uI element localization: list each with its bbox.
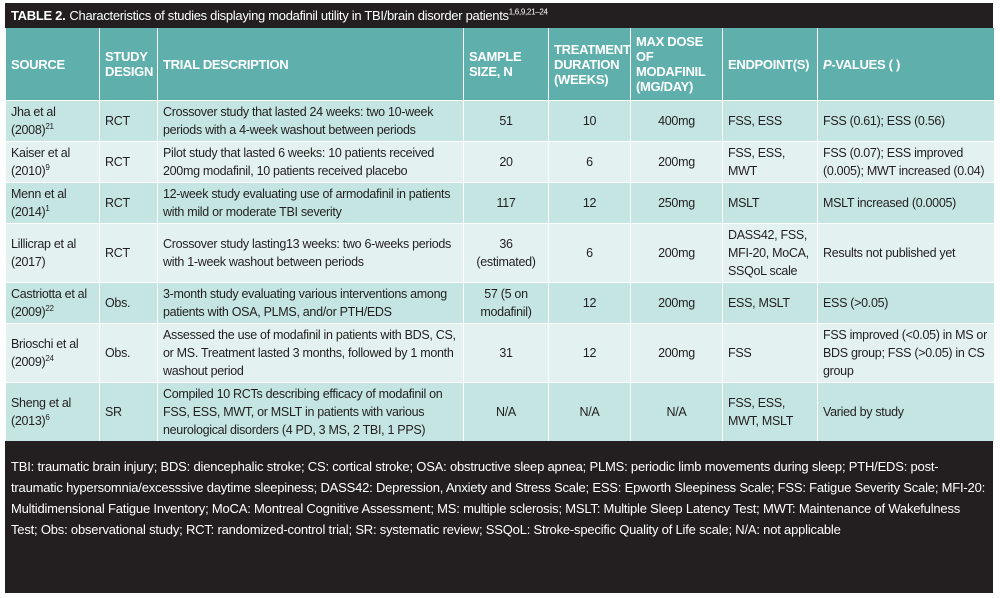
table-cell: Brioschi et al (2009)24 [5, 323, 100, 383]
table-cell: Castriotta et al (2009)22 [5, 282, 100, 324]
column-header: STUDY DESIGN [99, 28, 158, 101]
table-cell: Jha et al (2008)21 [5, 100, 100, 142]
citation: 1 [45, 203, 50, 213]
column-header: SAMPLE SIZE, N [463, 28, 549, 101]
data-table: SOURCE STUDY DESIGN TRIAL DESCRIPTION SAMPL… [5, 28, 994, 441]
table-cell: 12 [548, 282, 631, 324]
source-text: Sheng et al (2013) [11, 396, 71, 428]
table-cell: 200mg [630, 282, 723, 324]
table-cell: SR [99, 382, 158, 441]
title-text: Characteristics of studies displaying mo… [69, 8, 509, 23]
table-row: Brioschi et al (2009)24 Obs. Assessed the … [5, 323, 994, 383]
table-cell: 31 [463, 323, 549, 383]
table-cell: 200mg [630, 141, 723, 183]
column-header: TRIAL DESCRIPTION [157, 28, 464, 101]
table-cell: 36 (estimated) [463, 223, 549, 283]
header-italic: P [823, 56, 832, 72]
table-cell: FSS (0.61); ESS (0.56) [817, 100, 994, 142]
table-cell: DASS42, FSS, MFI-20, MoCA, SSQoL scale [722, 223, 818, 283]
table-cell: MSLT increased (0.0005) [817, 182, 994, 224]
table-cell: Crossover study lasting13 weeks: two 6-w… [157, 223, 464, 283]
table-cell: N/A [548, 382, 631, 441]
table-cell: Crossover study that lasted 24 weeks: tw… [157, 100, 464, 142]
table-cell: Varied by study [817, 382, 994, 441]
table-cell: FSS improved (<0.05) in MS or BDS group;… [817, 323, 994, 383]
citation: 22 [45, 303, 54, 313]
table-cell: RCT [99, 100, 158, 142]
source-text: Brioschi et al (2009) [11, 337, 79, 369]
citation: 21 [45, 121, 54, 131]
table-cell: 200mg [630, 323, 723, 383]
table-cell: FSS, ESS [722, 100, 818, 142]
table-cell: FSS, ESS, MWT, MSLT [722, 382, 818, 441]
table-cell: 12 [548, 182, 631, 224]
table-row: Kaiser et al (2010)9 RCT Pilot study that … [5, 141, 994, 183]
table-cell: 10 [548, 100, 631, 142]
footnote: TBI: traumatic brain injury; BDS: dience… [11, 459, 986, 537]
column-header: P-VALUES ( ) [817, 28, 994, 101]
source-text: Lillicrap et al (2017) [11, 237, 76, 269]
table-row: Jha et al (2008)21 RCT Crossover study tha… [5, 100, 994, 142]
citation: 9 [45, 162, 50, 172]
table-cell: 3-month study evaluating various interve… [157, 282, 464, 324]
table-title: TABLE 2. Characteristics of studies displ… [5, 3, 993, 28]
column-header: TREATMENT DURATION (WEEKS) [548, 28, 631, 101]
table-cell: Compiled 10 RCTs describing efficacy of … [157, 382, 464, 441]
table-cell: 117 [463, 182, 549, 224]
table-figure: TABLE 2. Characteristics of studies displ… [5, 3, 994, 593]
table-cell: Results not published yet [817, 223, 994, 283]
table-cell: RCT [99, 141, 158, 183]
table-cell: ESS (>0.05) [817, 282, 994, 324]
table-row: Lillicrap et al (2017) RCT Crossover study… [5, 223, 994, 283]
header-row: SOURCE STUDY DESIGN TRIAL DESCRIPTION SAMPL… [5, 28, 994, 101]
table-cell: 200mg [630, 223, 723, 283]
table-cell: 250mg [630, 182, 723, 224]
table-cell: MSLT [722, 182, 818, 224]
table-cell: 20 [463, 141, 549, 183]
table-cell: N/A [630, 382, 723, 441]
source-text: Castriotta et al (2009) [11, 287, 87, 319]
column-header: ENDPOINT(S) [722, 28, 818, 101]
citation: 6 [45, 412, 50, 422]
table-row: Sheng et al (2013)6 SR Compiled 10 RCTs de… [5, 382, 994, 441]
table-row: Castriotta et al (2009)22 Obs. 3-month stu… [5, 282, 994, 324]
table-cell: Kaiser et al (2010)9 [5, 141, 100, 183]
table-cell: RCT [99, 182, 158, 224]
source-text: Jha et al (2008) [11, 105, 56, 137]
source-text: Kaiser et al (2010) [11, 146, 70, 178]
table-cell: Obs. [99, 323, 158, 383]
table-cell: 400mg [630, 100, 723, 142]
table-cell: FSS (0.07); ESS improved (0.005); MWT in… [817, 141, 994, 183]
table-cell: 6 [548, 141, 631, 183]
column-header: SOURCE [5, 28, 100, 101]
table-cell: Lillicrap et al (2017) [5, 223, 100, 283]
table-cell: 51 [463, 100, 549, 142]
table-row: Menn et al (2014)1 RCT 12-week study evalu… [5, 182, 994, 224]
table-cell: N/A [463, 382, 549, 441]
table-cell: RCT [99, 223, 158, 283]
column-header: MAX DOSE OF MODAFINIL (MG/DAY) [630, 28, 723, 101]
title-sup: 1,6,9,21–24 [508, 7, 548, 17]
table-cell: Assessed the use of modafinil in patient… [157, 323, 464, 383]
title-label: TABLE 2. [11, 8, 66, 23]
citation: 24 [45, 353, 54, 363]
table-cell: Pilot study that lasted 6 weeks: 10 pati… [157, 141, 464, 183]
table-cell: 6 [548, 223, 631, 283]
source-text: Menn et al (2014) [11, 187, 67, 219]
table-cell: Sheng et al (2013)6 [5, 382, 100, 441]
table-cell: Obs. [99, 282, 158, 324]
table-cell: 57 (5 on modafinil) [463, 282, 549, 324]
table-cell: ESS, MSLT [722, 282, 818, 324]
header-text: -VALUES ( ) [831, 56, 901, 72]
table-cell: FSS, ESS, MWT [722, 141, 818, 183]
table-cell: Menn et al (2014)1 [5, 182, 100, 224]
table-cell: 12 [548, 323, 631, 383]
table-cell: 12-week study evaluating use of armodafi… [157, 182, 464, 224]
table-cell: FSS [722, 323, 818, 383]
